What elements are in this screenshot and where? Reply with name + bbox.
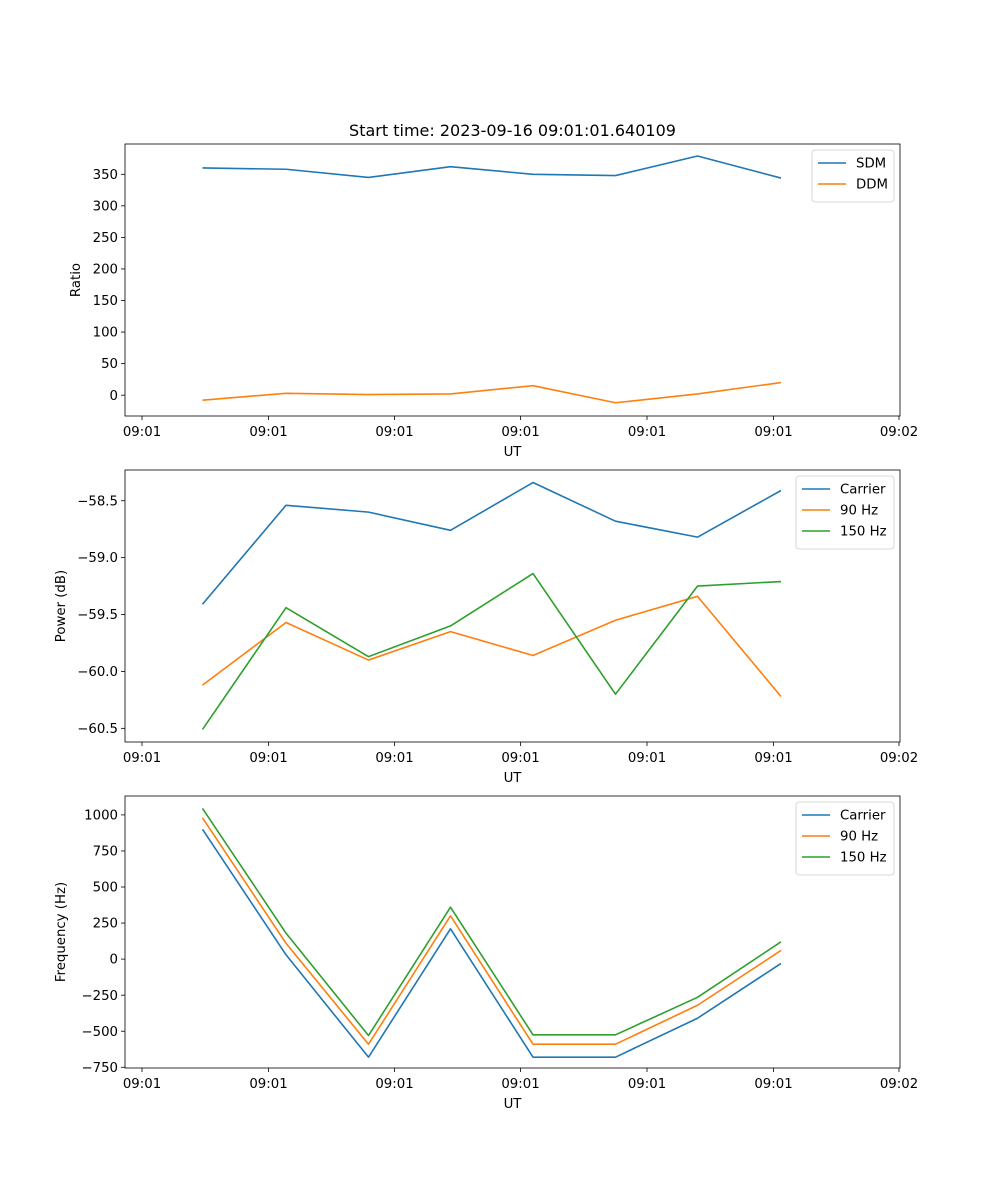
power-x-tick-label: 09:01 — [501, 751, 539, 766]
ratio-y-tick-label: 100 — [93, 326, 118, 341]
power-panel: 09:01 09:01 09:01 09:01 09:01 09:01 09:02 −60.5… — [54, 469, 918, 786]
power-series-carrier-line — [201, 481, 782, 605]
frequency-x-tick-label: 09:01 — [501, 1077, 539, 1092]
frequency-x-tick-label: 09:02 — [880, 1077, 918, 1092]
frequency-y-tick-label: 0 — [110, 953, 118, 968]
frequency-x-tick-label: 09:01 — [375, 1077, 413, 1092]
ratio-y-tick-label: 350 — [93, 168, 118, 183]
ratio-y-tick-label: 300 — [93, 199, 118, 214]
power-x-tick-label: 09:01 — [375, 751, 413, 766]
frequency-y-tick-label: −750 — [81, 1061, 118, 1076]
ratio-x-axis-label: UT — [504, 445, 523, 460]
ratio-x-tick-label: 09:01 — [375, 425, 413, 440]
frequency-legend-label-90-hz: 90 Hz — [840, 830, 878, 845]
power-y-axis-label: Power (dB) — [54, 570, 69, 642]
ratio-legend-label-ddm: DDM — [856, 178, 888, 193]
frequency-x-tick-label: 09:01 — [754, 1077, 792, 1092]
frequency-series-90-hz-line — [201, 817, 782, 1045]
frequency-y-tick-label: 250 — [93, 917, 118, 932]
power-x-tick-label: 09:01 — [754, 751, 792, 766]
ratio-y-tick-label: 50 — [101, 357, 118, 372]
power-legend-label-carrier: Carrier — [840, 483, 886, 498]
ratio-legend: SDM DDM — [811, 149, 895, 203]
frequency-y-tick-label: 750 — [93, 845, 118, 860]
ratio-series-ddm-line — [202, 381, 782, 404]
power-legend: Carrier 90 Hz 150 Hz — [795, 475, 895, 550]
ratio-y-tick-label: 200 — [93, 263, 118, 278]
ratio-x-tick-label: 09:01 — [123, 425, 161, 440]
frequency-y-axis-label: Frequency (Hz) — [54, 882, 69, 982]
ratio-x-tick-label: 09:01 — [754, 425, 792, 440]
frequency-y-tick-label: 500 — [93, 881, 118, 896]
power-x-tick-label: 09:01 — [628, 751, 666, 766]
frequency-series-carrier-line — [201, 828, 782, 1058]
frequency-x-tick-label: 09:01 — [123, 1077, 161, 1092]
ratio-x-tick-label: 09:02 — [880, 425, 918, 440]
ratio-y-axis-label: Ratio — [69, 263, 84, 297]
frequency-legend-label-carrier: Carrier — [840, 809, 886, 824]
ratio-axes-frame — [124, 143, 901, 417]
power-y-tick-label: −58.5 — [77, 494, 118, 509]
frequency-legend: Carrier 90 Hz 150 Hz — [795, 801, 895, 876]
ratio-x-tick-label: 09:01 — [501, 425, 539, 440]
frequency-y-tick-label: −250 — [81, 989, 118, 1004]
frequency-x-tick-label: 09:01 — [249, 1077, 287, 1092]
ratio-series-sdm-line — [202, 155, 782, 179]
frequency-x-tick-label: 09:01 — [628, 1077, 666, 1092]
ratio-x-tick-label: 09:01 — [249, 425, 287, 440]
power-x-tick-label: 09:01 — [123, 751, 161, 766]
ratio-y-tick-label: 150 — [93, 294, 118, 309]
frequency-panel: 09:01 09:01 09:01 09:01 09:01 09:01 09:02 −750 −… — [54, 795, 918, 1112]
frequency-x-axis-label: UT — [504, 1097, 523, 1112]
frequency-legend-label-150-hz: 150 Hz — [840, 851, 887, 866]
power-y-tick-label: −60.0 — [77, 665, 118, 680]
power-axes-frame — [124, 469, 901, 743]
power-y-tick-label: −59.0 — [77, 551, 118, 566]
frequency-y-tick-label: 1000 — [84, 808, 118, 823]
frequency-series-150-hz-line — [201, 807, 782, 1037]
power-x-tick-label: 09:01 — [249, 751, 287, 766]
power-y-tick-label: −60.5 — [77, 722, 118, 737]
power-series-90-hz-line — [202, 595, 782, 697]
frequency-axes-frame — [124, 795, 901, 1069]
ratio-legend-label-sdm: SDM — [856, 157, 886, 172]
ratio-panel: 09:01 09:01 09:01 09:01 09:01 09:01 09:02 0 50 10… — [69, 143, 918, 460]
power-legend-label-90-hz: 90 Hz — [840, 504, 878, 519]
power-legend-label-150-hz: 150 Hz — [840, 525, 887, 540]
ratio-x-tick-label: 09:01 — [628, 425, 666, 440]
frequency-y-tick-label: −500 — [81, 1025, 118, 1040]
ratio-y-tick-label: 250 — [93, 231, 118, 246]
ratio-y-tick-label: 0 — [110, 389, 118, 404]
chart-title: Start time: 2023-09-16 09:01:01.640109 — [349, 121, 676, 140]
power-series-150-hz-line — [201, 572, 782, 730]
power-x-tick-label: 09:02 — [880, 751, 918, 766]
power-y-tick-label: −59.5 — [77, 608, 118, 623]
power-x-axis-label: UT — [504, 771, 523, 786]
